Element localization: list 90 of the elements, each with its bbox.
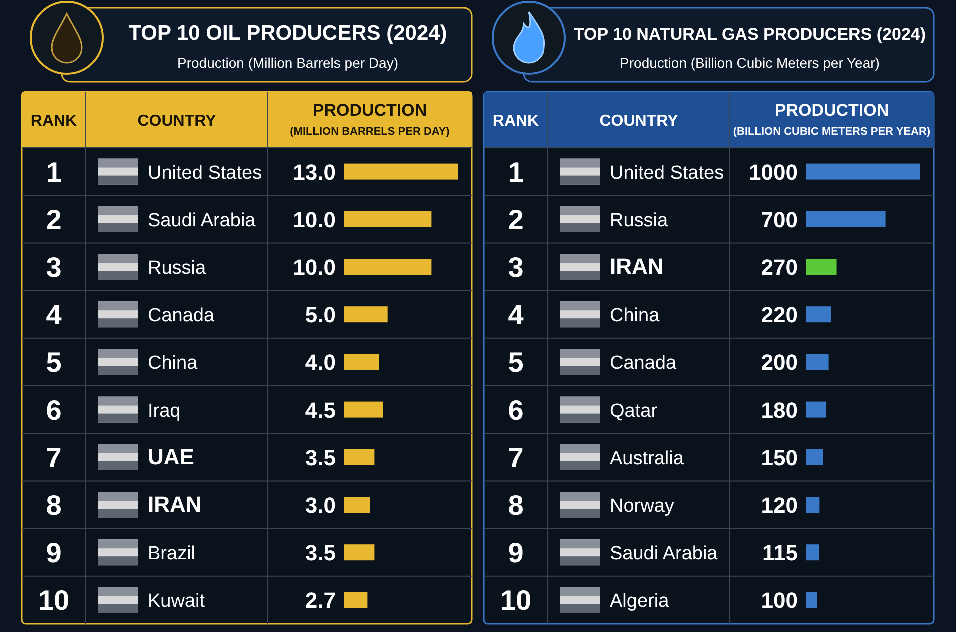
- text: 3: [508, 252, 524, 283]
- y-tick-label: Kuwait: [148, 591, 206, 612]
- text: 4: [46, 300, 62, 331]
- data-label: 4.5: [305, 398, 336, 423]
- text: 9: [46, 538, 62, 569]
- text: 4: [508, 300, 524, 331]
- bar: [344, 164, 458, 180]
- data-label: 4.0: [305, 350, 336, 376]
- y-tick-label: United States: [148, 162, 262, 184]
- y-axis-title: COUNTRY: [600, 113, 679, 130]
- text: 5: [508, 347, 524, 378]
- y-tick-label: Iraq: [148, 400, 181, 422]
- text: 1: [46, 156, 62, 188]
- text: 1: [508, 156, 524, 188]
- y-tick-label: IRAN: [610, 254, 664, 279]
- y-tick-label: UAE: [148, 444, 194, 470]
- bar: [806, 211, 886, 228]
- text: RANK: [30, 113, 78, 130]
- bar: [806, 402, 827, 418]
- bar: [344, 211, 432, 228]
- y-tick-label: IRAN: [148, 492, 202, 517]
- data-label: 10.0: [293, 255, 336, 280]
- data-label: 115: [762, 540, 798, 566]
- bar: [806, 449, 824, 466]
- data-label: 1000: [749, 160, 798, 185]
- chart-subtitle: Production (Billion Cubic Meters per Year): [620, 55, 880, 71]
- data-label: 3.5: [305, 540, 336, 566]
- text: RANK: [492, 113, 540, 130]
- y-tick-label: Russia: [610, 210, 669, 232]
- y-tick-label: United States: [610, 162, 724, 184]
- data-label: 5.0: [305, 302, 336, 328]
- bar: [806, 164, 920, 180]
- y-tick-label: Russia: [148, 258, 207, 279]
- text: 3: [46, 252, 62, 283]
- bar: [344, 354, 380, 370]
- text: 10: [38, 585, 70, 616]
- data-label: 150: [761, 445, 798, 470]
- data-label: 220: [761, 302, 798, 328]
- data-label: 13.0: [293, 160, 336, 185]
- y-tick-label: Algeria: [610, 591, 670, 612]
- text: 6: [508, 394, 524, 426]
- data-label: 180: [761, 398, 798, 423]
- y-tick-label: Canada: [610, 353, 677, 374]
- text: 8: [508, 490, 524, 521]
- text: 8: [46, 490, 62, 521]
- bar: [806, 354, 829, 370]
- data-label: 270: [761, 255, 798, 280]
- data-label: 200: [761, 350, 798, 376]
- chart-title: TOP 10 NATURAL GAS PRODUCERS (2024): [574, 25, 926, 44]
- text: 2: [46, 204, 62, 236]
- data-label: 2.7: [305, 588, 336, 614]
- y-tick-label: Canada: [148, 306, 215, 327]
- text: 7: [508, 442, 524, 474]
- y-tick-label: Saudi Arabia: [610, 544, 718, 565]
- bar: [344, 544, 375, 561]
- chart-title: TOP 10 OIL PRODUCERS (2024): [128, 22, 448, 45]
- bar: [344, 449, 375, 466]
- y-tick-label: Australia: [610, 448, 684, 470]
- x-axis-title: PRODUCTION (MILLION BARRELS PER DAY): [290, 101, 450, 138]
- y-axis-title: COUNTRY: [138, 113, 217, 130]
- bar: [806, 259, 837, 275]
- data-label: 700: [761, 207, 798, 232]
- text: 6: [46, 394, 62, 426]
- text: 2: [508, 204, 524, 236]
- y-tick-label: China: [610, 306, 660, 327]
- data-label: 100: [761, 588, 798, 614]
- data-label: 120: [761, 493, 798, 518]
- text: 5: [46, 347, 62, 378]
- bar: [806, 497, 820, 513]
- y-tick-label: Qatar: [610, 400, 658, 422]
- text: 10: [500, 585, 532, 616]
- data-label: 10.0: [293, 207, 336, 232]
- y-tick-label: Saudi Arabia: [148, 210, 256, 232]
- y-tick-label: Brazil: [148, 544, 196, 565]
- text: 9: [508, 538, 524, 569]
- y-tick-label: Norway: [610, 496, 675, 517]
- bar: [806, 544, 820, 561]
- chart-subtitle: Production (Million Barrels per Day): [178, 55, 398, 71]
- bar: [344, 306, 388, 323]
- data-label: 3.0: [305, 493, 336, 518]
- bar: [806, 592, 818, 608]
- bar: [344, 402, 384, 418]
- bar: [344, 259, 432, 275]
- y-tick-label: China: [148, 353, 198, 374]
- data-label: 3.5: [305, 445, 336, 470]
- bar: [344, 497, 370, 513]
- bar: [806, 306, 832, 323]
- text: 7: [46, 442, 62, 474]
- x-axis-title: PRODUCTION (BILLION CUBIC METERS PER YEAR): [733, 101, 931, 138]
- bar: [344, 592, 368, 608]
